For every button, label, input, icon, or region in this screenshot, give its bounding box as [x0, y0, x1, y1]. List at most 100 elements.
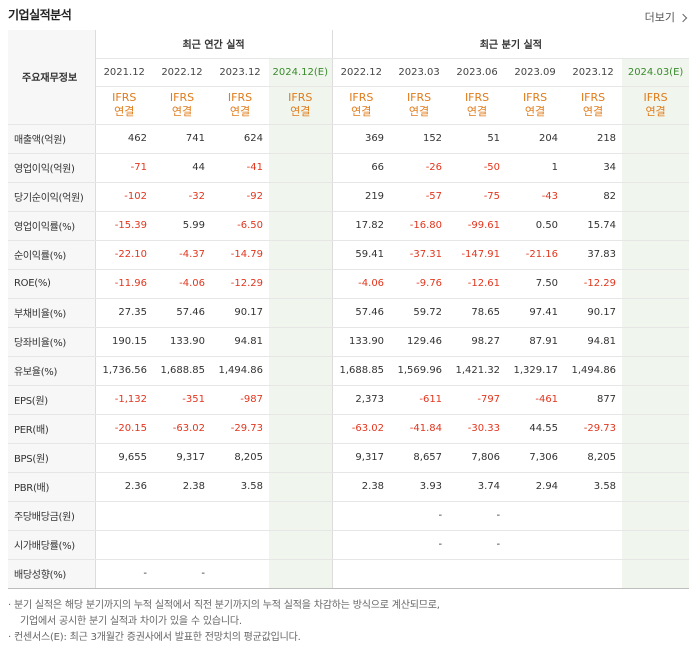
- table-cell: 218: [564, 123, 623, 154]
- table-cell: [211, 559, 269, 589]
- table-cell: -: [153, 559, 211, 589]
- table-cell: 90.17: [564, 297, 623, 328]
- table-row: 배당성향(%) - -: [8, 559, 690, 589]
- row-label: 당좌비율(%): [8, 327, 96, 357]
- footnote-2: · 컨센서스(E): 최근 3개월간 증권사에서 발표한 전망치의 평균값입니다…: [8, 632, 301, 643]
- period-header: 2024.03(E): [622, 58, 690, 87]
- table-cell: 1,329.17: [506, 356, 565, 386]
- table-cell: 3.93: [390, 472, 449, 502]
- table-cell: -26: [390, 153, 449, 183]
- table-cell: -71: [94, 153, 153, 183]
- ifrs-label-top: IFRS: [406, 91, 432, 104]
- table-cell: 59.41: [331, 240, 391, 270]
- table-cell: -92: [211, 182, 269, 212]
- footnote-1: · 분기 실적은 해당 분기까지의 누적 실적에서 직전 분기까지의 누적 실적…: [8, 600, 440, 611]
- table-row: EPS(원) -1,132 -351 -987 2,373 -611 -797 -461 877: [8, 384, 690, 415]
- table-cell: [269, 500, 333, 531]
- period-header: 2023.12: [564, 58, 623, 87]
- ifrs-label-top: IFRS: [288, 91, 313, 104]
- ifrs-label-bottom: 연결: [466, 105, 488, 118]
- period-header: 2024.12(E): [269, 58, 333, 87]
- table-cell: [622, 123, 690, 154]
- section-title: 기업실적분석: [8, 8, 72, 22]
- table-cell: -461: [506, 384, 565, 415]
- row-label: PBR(배): [8, 472, 96, 502]
- table-cell: [269, 297, 333, 328]
- more-link-label: 더보기: [644, 11, 675, 24]
- table-cell: -102: [94, 182, 153, 212]
- table-cell: 15.74: [564, 210, 623, 241]
- ifrs-label-bottom: 연결: [351, 105, 372, 118]
- table-cell: -: [94, 559, 153, 589]
- ifrs-label: IFRS 연결: [269, 86, 333, 125]
- row-label: 주당배당금(원): [8, 500, 96, 531]
- table-row: 영업이익(억원) -71 44 -41 66 -26 -50 1 34: [8, 153, 690, 183]
- table-cell: 1,569.96: [390, 356, 449, 386]
- ifrs-label-bottom: 연결: [524, 105, 546, 118]
- ifrs-label-top: IFRS: [580, 91, 606, 104]
- table-row: 시가배당률(%) - -: [8, 530, 690, 560]
- table-cell: -987: [211, 384, 269, 415]
- table-cell: 2.38: [153, 472, 211, 502]
- table-cell: 94.81: [211, 327, 269, 357]
- table-cell: [269, 530, 333, 560]
- table-cell: [269, 210, 333, 241]
- footnote-1-cont: 기업에서 공시한 분기 실적과 차이가 있을 수 있습니다.: [20, 616, 242, 627]
- table-cell: 57.46: [331, 297, 391, 328]
- ifrs-label: IFRS 연결: [211, 86, 269, 125]
- table-cell: -9.76: [390, 269, 449, 299]
- table-cell: -12.61: [448, 269, 507, 299]
- table-row: PBR(배) 2.36 2.38 3.58 2.38 3.93 3.74 2.94 3.58: [8, 472, 690, 502]
- table-cell: [331, 530, 391, 560]
- table-cell: 204: [506, 123, 565, 154]
- ifrs-label: IFRS 연결: [331, 86, 391, 125]
- table-cell: [269, 356, 333, 386]
- table-cell: -37.31: [390, 240, 449, 270]
- table-cell: [269, 443, 333, 473]
- ifrs-label: IFRS 연결: [153, 86, 211, 125]
- table-cell: 17.82: [331, 210, 391, 241]
- table-cell: [506, 500, 565, 531]
- table-cell: 2.38: [331, 472, 391, 502]
- table-cell: -611: [390, 384, 449, 415]
- ifrs-label: IFRS 연결: [448, 86, 507, 125]
- table-cell: -147.91: [448, 240, 507, 270]
- table-cell: 190.15: [94, 327, 153, 357]
- table-cell: 66: [331, 153, 391, 183]
- table-cell: 98.27: [448, 327, 507, 357]
- table-row: ROE(%) -11.96 -4.06 -12.29 -4.06 -9.76 -12.61 7…: [8, 269, 690, 299]
- ifrs-label-bottom: 연결: [582, 105, 604, 118]
- table-cell: 7,306: [506, 443, 565, 473]
- table-cell: [622, 530, 690, 560]
- table-cell: 34: [564, 153, 623, 183]
- table-row: 유보율(%) 1,736.56 1,688.85 1,494.86 1,688.85 1,…: [8, 356, 690, 386]
- table-cell: 3.74: [448, 472, 507, 502]
- more-link[interactable]: 더보기: [644, 9, 688, 25]
- footnotes: · 분기 실적은 해당 분기까지의 누적 실적에서 직전 분기까지의 누적 실적…: [8, 598, 440, 646]
- table-cell: [622, 297, 690, 328]
- table-cell: 1,688.85: [153, 356, 211, 386]
- table-cell: -29.73: [564, 414, 623, 444]
- ifrs-label: IFRS 연결: [506, 86, 565, 125]
- row-label: PER(배): [8, 414, 96, 444]
- table-cell: -797: [448, 384, 507, 415]
- table-cell: 94.81: [564, 327, 623, 357]
- table-cell: 1,494.86: [564, 356, 623, 386]
- ifrs-label-top: IFRS: [643, 91, 668, 104]
- table-cell: 624: [211, 123, 269, 154]
- row-label: 배당성향(%): [8, 559, 96, 589]
- table-cell: [153, 500, 211, 531]
- table-cell: 44: [153, 153, 211, 183]
- table-cell: [622, 414, 690, 444]
- table-cell: -12.29: [211, 269, 269, 299]
- table-cell: -14.79: [211, 240, 269, 270]
- table-cell: [269, 414, 333, 444]
- table-cell: -4.37: [153, 240, 211, 270]
- table-cell: [269, 559, 333, 589]
- table-cell: -20.15: [94, 414, 153, 444]
- ifrs-label-top: IFRS: [169, 91, 195, 104]
- ifrs-label: IFRS 연결: [94, 86, 153, 125]
- table-cell: 57.46: [153, 297, 211, 328]
- table-cell: 133.90: [331, 327, 391, 357]
- row-label: 영업이익률(%): [8, 210, 96, 241]
